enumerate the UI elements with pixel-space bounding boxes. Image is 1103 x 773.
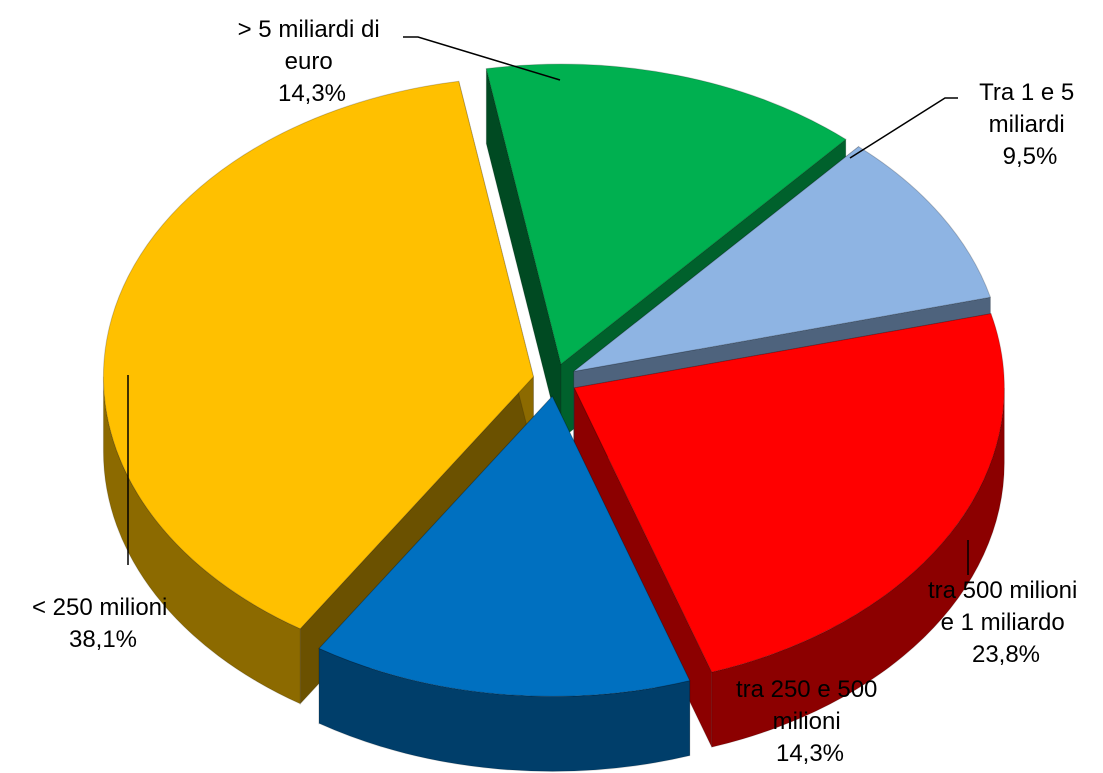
pie-slice-2-top	[573, 313, 1005, 673]
pie-slice-0-top	[485, 63, 847, 365]
leader-lines	[127, 36, 969, 575]
data-label-slice-0: > 5 miliardi di euro 14,3%	[238, 16, 387, 107]
pie-slice-4-top	[102, 80, 534, 630]
leader-line-slice-0	[403, 36, 561, 81]
pie-slice-1-top	[573, 146, 992, 372]
data-label-slice-3: tra 250 e 500 milioni 14,3%	[736, 676, 884, 767]
data-label-slice-1: Tra 1 e 5 miliardi 9,5%	[979, 79, 1081, 170]
data-labels: > 5 miliardi di euro 14,3% Tra 1 e 5 mil…	[32, 16, 1084, 767]
pie-slice-2	[573, 313, 1005, 748]
data-label-slice-2: tra 500 milioni e 1 miliardo 23,8%	[928, 577, 1084, 668]
pie-slice-3-top	[318, 395, 691, 697]
leader-line-slice-1	[849, 97, 958, 159]
pie-slice-3	[318, 395, 691, 772]
data-label-slice-4: < 250 milioni 38,1%	[32, 594, 174, 653]
pie-slices	[102, 63, 1005, 772]
